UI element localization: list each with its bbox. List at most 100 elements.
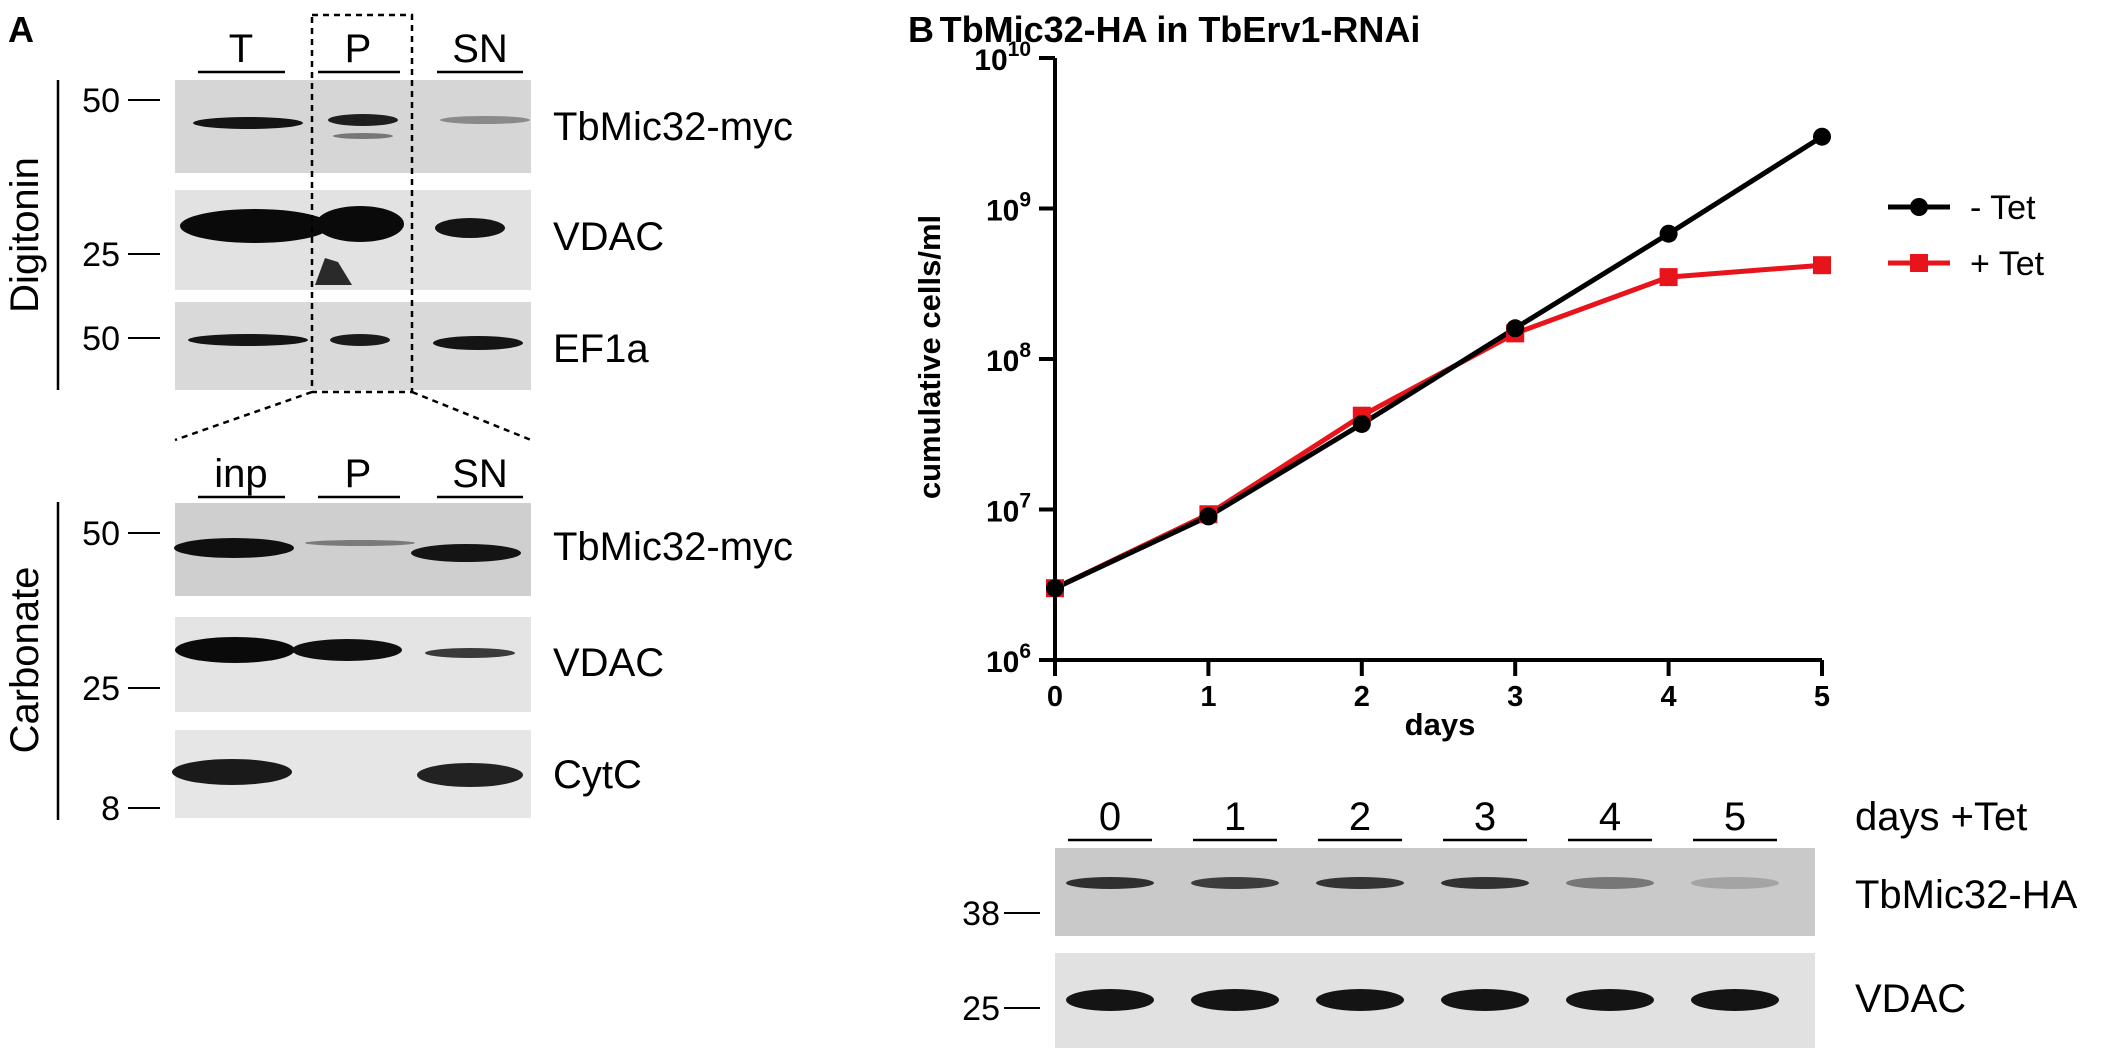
- blot-label: VDAC: [1855, 977, 1966, 1021]
- blot-label: TbMic32-myc: [553, 105, 793, 149]
- legend-entry: - Tet: [1970, 189, 2036, 227]
- blot-band: [1316, 877, 1404, 889]
- blot-artifact: [315, 258, 352, 285]
- panel-b-letter: B: [908, 9, 934, 50]
- growth-chart: cumulative cells/ml days 0 1 2 3 4 5 106 107 10…: [912, 38, 1831, 742]
- x-axis-label: days: [1405, 707, 1476, 742]
- marker-label: 25: [82, 670, 120, 708]
- x-tick-label: 1: [1200, 681, 1216, 713]
- legend-swatch-marker: [1910, 198, 1928, 216]
- marker-label: 50: [82, 515, 120, 553]
- y-axis-label: cumulative cells/ml: [912, 215, 947, 499]
- marker-label: 8: [101, 790, 120, 828]
- carbonate-lane-label: P: [345, 452, 372, 496]
- blot-band: [193, 117, 303, 129]
- blot-band: [188, 334, 308, 346]
- data-point: [1199, 507, 1218, 526]
- x-tick-label: 4: [1661, 681, 1677, 713]
- lane-label: 1: [1224, 795, 1246, 839]
- days-tet-label: days +Tet: [1855, 795, 2027, 839]
- blot-band: [1191, 877, 1279, 889]
- lane-label: 2: [1349, 795, 1371, 839]
- marker-label: 25: [962, 990, 1000, 1028]
- blot-band: [180, 209, 330, 243]
- x-tick-label: 0: [1047, 681, 1063, 713]
- lane-label: 5: [1724, 795, 1746, 839]
- blot-band: [1441, 989, 1529, 1011]
- data-point: [1813, 127, 1831, 146]
- digitonin-lane-label: P: [345, 27, 372, 71]
- blot-label: VDAC: [553, 215, 664, 259]
- blot-band: [411, 544, 521, 562]
- data-point: [1659, 224, 1678, 243]
- y-tick-label: 108: [986, 339, 1031, 378]
- legend-swatch-marker: [1910, 254, 1928, 272]
- blot-band: [333, 133, 393, 139]
- blot-band: [328, 114, 398, 126]
- carbonate-lane-label: SN: [452, 452, 508, 496]
- marker-label: 50: [82, 82, 120, 120]
- digitonin-lane-label: T: [229, 27, 253, 71]
- blot-band: [433, 336, 523, 350]
- blot-band: [330, 334, 390, 346]
- blot-band: [316, 206, 404, 242]
- y-tick-label: 109: [986, 189, 1031, 228]
- marker-label: 38: [962, 895, 1000, 933]
- blot-band: [435, 218, 505, 238]
- series-line: [1053, 134, 1824, 591]
- marker-label: 25: [82, 236, 120, 274]
- blot-band: [1441, 877, 1529, 889]
- zoom-line: [174, 390, 313, 442]
- carbonate-section-label: Carbonate: [3, 567, 47, 754]
- blot-band: [1066, 877, 1154, 889]
- blot-band: [175, 637, 295, 663]
- blot-band: [174, 538, 294, 558]
- blot-band: [1691, 877, 1779, 889]
- lane-label: 0: [1099, 795, 1121, 839]
- blot-label: EF1a: [553, 327, 649, 371]
- blot-label: VDAC: [553, 641, 664, 685]
- blot-band: [1316, 989, 1404, 1011]
- y-tick-label: 107: [986, 490, 1031, 529]
- marker-label: 50: [82, 320, 120, 358]
- x-tick-label: 2: [1354, 681, 1370, 713]
- x-tick-label: 5: [1814, 681, 1830, 713]
- blot-label: TbMic32-myc: [553, 525, 793, 569]
- blot-band: [1191, 989, 1279, 1011]
- data-point: [1506, 319, 1525, 338]
- data-point: [1813, 256, 1831, 275]
- pellet-dashed-box: [310, 13, 414, 394]
- blot-band: [1691, 989, 1779, 1011]
- zoom-line: [411, 390, 532, 442]
- data-point: [1352, 414, 1371, 433]
- blot-band: [172, 759, 292, 785]
- blot-label: CytC: [553, 753, 642, 797]
- blot-strip: [175, 617, 531, 712]
- legend-entry: + Tet: [1970, 245, 2045, 283]
- data-point: [1046, 579, 1064, 598]
- panel-a-letter: A: [8, 9, 34, 50]
- blot-band: [425, 648, 515, 658]
- y-tick-label: 106: [986, 640, 1031, 679]
- series-line: [1053, 262, 1823, 591]
- chart-title: TbMic32-HA in TbErv1-RNAi: [940, 9, 1421, 50]
- x-tick-label: 3: [1507, 681, 1523, 713]
- chart-legend: - Tet + Tet: [1888, 189, 2045, 283]
- blot-band: [292, 639, 402, 661]
- lane-label: 4: [1599, 795, 1621, 839]
- blot-band: [305, 540, 415, 546]
- blot-band: [1066, 989, 1154, 1011]
- carbonate-lane-label: inp: [214, 452, 267, 496]
- blot-band: [440, 116, 530, 124]
- blot-label: TbMic32-HA: [1855, 873, 2078, 917]
- blot-strip: [1055, 848, 1815, 936]
- digitonin-lane-label: SN: [452, 27, 508, 71]
- blot-strip: [1055, 953, 1815, 1048]
- y-tick-label: 1010: [974, 38, 1031, 77]
- digitonin-section-label: Digitonin: [3, 157, 47, 313]
- blot-band: [1566, 989, 1654, 1011]
- lane-label: 3: [1474, 795, 1496, 839]
- blot-band: [1566, 877, 1654, 889]
- blot-band: [417, 763, 523, 787]
